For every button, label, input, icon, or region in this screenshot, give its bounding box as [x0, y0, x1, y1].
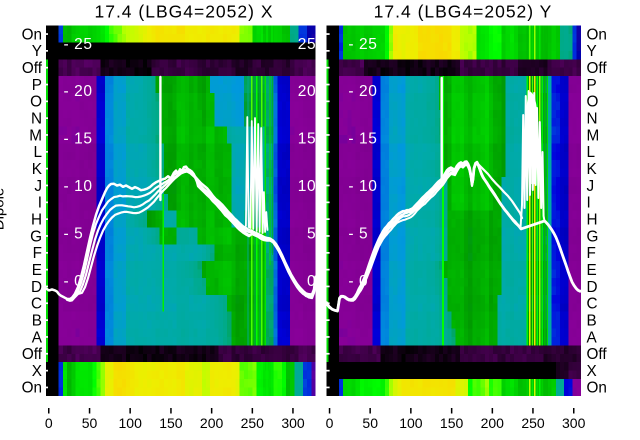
- svg-text:Off: Off: [587, 346, 608, 363]
- svg-text:100: 100: [399, 415, 423, 431]
- svg-text:J: J: [587, 178, 595, 195]
- svg-text:J: J: [34, 178, 42, 195]
- svg-text:250: 250: [241, 415, 265, 431]
- svg-text:15: 15: [298, 131, 316, 148]
- svg-text:5: 5: [307, 225, 316, 242]
- svg-text:N: N: [587, 111, 598, 128]
- svg-text:Dipole: Dipole: [0, 188, 8, 231]
- svg-text:Off: Off: [587, 60, 608, 77]
- svg-text:H: H: [31, 211, 42, 228]
- svg-text:On: On: [587, 380, 607, 397]
- svg-text:200: 200: [200, 415, 224, 431]
- svg-text:On: On: [22, 380, 42, 397]
- svg-text:K: K: [32, 161, 43, 178]
- svg-text:50: 50: [82, 415, 98, 431]
- svg-text:F: F: [587, 245, 596, 262]
- svg-text:A: A: [587, 329, 598, 346]
- svg-text:P: P: [32, 77, 42, 94]
- svg-text:- 0: - 0: [64, 273, 84, 290]
- svg-text:N: N: [31, 111, 42, 128]
- svg-text:B: B: [587, 312, 597, 329]
- svg-text:- 15: - 15: [64, 131, 93, 148]
- svg-text:X: X: [32, 363, 42, 380]
- svg-text:- 0: - 0: [348, 273, 368, 290]
- svg-text:P: P: [587, 77, 597, 94]
- svg-text:G: G: [587, 228, 599, 245]
- svg-text:X: X: [587, 363, 597, 380]
- svg-text:A: A: [32, 329, 43, 346]
- svg-text:L: L: [587, 144, 596, 161]
- svg-text:25: 25: [298, 36, 316, 53]
- svg-text:17.4 (LBG4=2052) Y: 17.4 (LBG4=2052) Y: [374, 2, 553, 22]
- svg-text:- 10: - 10: [64, 178, 93, 195]
- svg-text:On: On: [22, 26, 42, 43]
- svg-text:F: F: [33, 245, 42, 262]
- svg-text:Off: Off: [22, 346, 43, 363]
- svg-text:300: 300: [562, 415, 586, 431]
- svg-text:Y: Y: [32, 43, 42, 60]
- svg-text:- 25: - 25: [64, 36, 93, 53]
- svg-text:K: K: [587, 161, 598, 178]
- svg-text:150: 150: [159, 415, 183, 431]
- svg-text:O: O: [30, 94, 42, 111]
- svg-text:- 15: - 15: [348, 131, 377, 148]
- svg-text:O: O: [587, 94, 599, 111]
- svg-text:150: 150: [440, 415, 464, 431]
- svg-text:E: E: [32, 262, 42, 279]
- svg-text:D: D: [31, 279, 42, 296]
- svg-text:17.4 (LBG4=2052) X: 17.4 (LBG4=2052) X: [94, 2, 273, 22]
- svg-text:10: 10: [298, 178, 316, 195]
- svg-text:- 10: - 10: [348, 178, 377, 195]
- svg-text:0: 0: [326, 415, 334, 431]
- svg-text:G: G: [30, 228, 42, 245]
- svg-text:M: M: [587, 127, 600, 144]
- svg-text:300: 300: [281, 415, 305, 431]
- svg-text:L: L: [33, 144, 42, 161]
- svg-text:- 5: - 5: [348, 225, 368, 242]
- svg-text:M: M: [29, 127, 42, 144]
- svg-text:C: C: [31, 296, 42, 313]
- svg-text:0: 0: [307, 273, 316, 290]
- svg-text:50: 50: [362, 415, 378, 431]
- svg-text:- 20: - 20: [348, 83, 377, 100]
- svg-text:D: D: [587, 279, 598, 296]
- svg-text:On: On: [587, 26, 607, 43]
- svg-text:- 25: - 25: [348, 36, 377, 53]
- svg-text:100: 100: [119, 415, 143, 431]
- svg-text:Off: Off: [22, 60, 43, 77]
- svg-text:250: 250: [521, 415, 545, 431]
- svg-text:20: 20: [298, 83, 316, 100]
- svg-text:C: C: [587, 296, 598, 313]
- svg-text:H: H: [587, 211, 598, 228]
- svg-text:Y: Y: [587, 43, 597, 60]
- svg-text:- 20: - 20: [64, 83, 93, 100]
- svg-text:- 5: - 5: [64, 225, 84, 242]
- svg-text:0: 0: [45, 415, 53, 431]
- svg-text:200: 200: [481, 415, 505, 431]
- svg-text:I: I: [587, 195, 591, 212]
- svg-text:I: I: [38, 195, 42, 212]
- svg-text:B: B: [32, 312, 42, 329]
- svg-text:E: E: [587, 262, 597, 279]
